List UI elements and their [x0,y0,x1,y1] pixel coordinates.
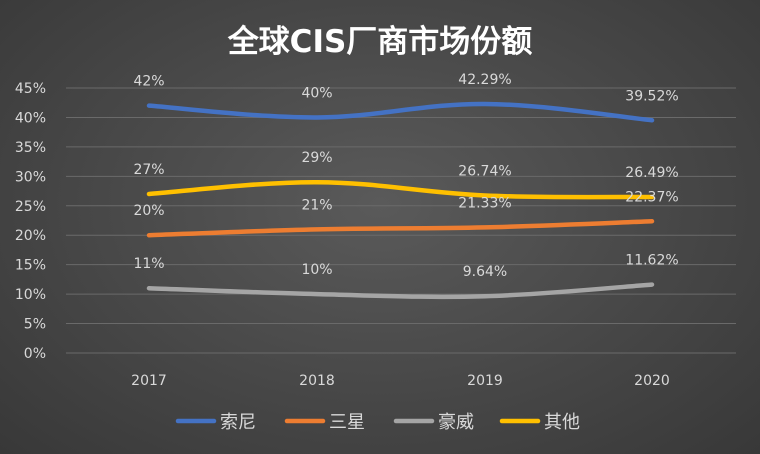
y-tick-label: 35% [15,140,46,156]
legend-label: 三星 [329,412,365,433]
data-labels: 42% 40% 42.29% 39.52% 20% 21% 21.33% 22.37% 11% 1… [133,72,678,280]
data-label: 10% [301,262,332,278]
series-line [146,282,655,300]
y-axis-ticks: 0% 5% 10% 15% 20% 25% 30% 35% 40% 45% [15,81,46,362]
legend-label: 豪威 [438,412,474,433]
x-tick-label: 2020 [634,373,670,389]
data-label: 40% [301,85,332,101]
data-label: 21.33% [458,195,511,211]
series-lines [146,101,655,300]
x-tick-label: 2018 [299,373,335,389]
y-tick-label: 20% [15,228,46,244]
series-line [146,101,655,123]
y-tick-label: 15% [15,258,46,274]
data-label: 11% [133,256,164,272]
series-line [146,179,655,200]
y-tick-label: 30% [15,169,46,185]
data-label: 27% [133,162,164,178]
y-tick-label: 40% [15,110,46,126]
data-label: 26.49% [625,165,678,181]
y-tick-label: 10% [15,287,46,303]
y-tick-label: 0% [24,346,46,362]
data-label: 39.52% [625,88,678,104]
data-label: 42% [133,74,164,90]
data-label: 26.74% [458,164,511,180]
data-label: 21% [301,197,332,213]
data-label: 42.29% [458,72,511,88]
legend-label: 索尼 [220,412,256,433]
data-label: 22.37% [625,189,678,205]
data-label: 9.64% [463,264,507,280]
x-tick-label: 2019 [467,373,503,389]
legend-label: 其他 [544,412,580,433]
legend: 索尼 三星 豪威 其他 [175,412,580,433]
y-tick-label: 45% [15,81,46,97]
x-axis-ticks: 2017 2018 2019 2020 [131,373,670,389]
data-label: 29% [301,150,332,166]
y-tick-label: 25% [15,199,46,215]
y-tick-label: 5% [24,317,46,333]
gridlines [66,87,736,354]
data-label: 20% [133,203,164,219]
data-label: 11.62% [625,253,678,269]
chart-title: 全球CIS厂商市场份额 [227,24,533,60]
series-line [146,219,655,238]
x-tick-label: 2017 [131,373,167,389]
